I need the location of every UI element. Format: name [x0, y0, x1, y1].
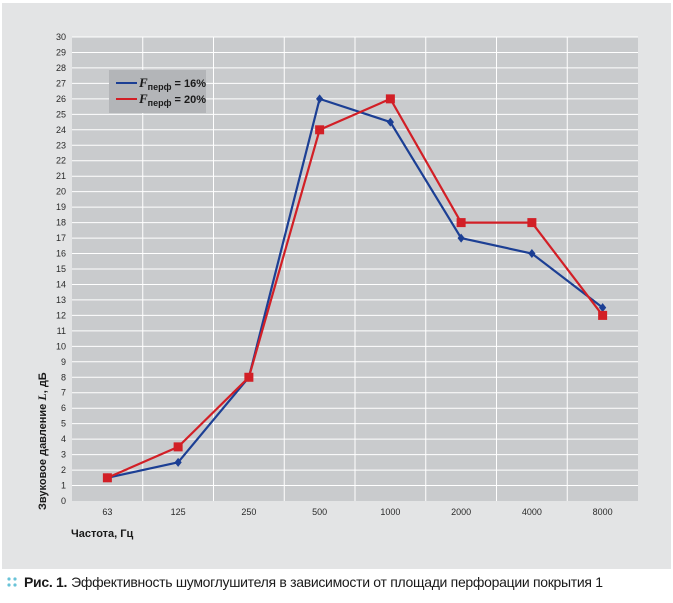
data-point-diamond — [316, 94, 324, 104]
x-tick-label: 125 — [171, 507, 186, 517]
y-tick-label: 16 — [56, 249, 66, 259]
y-tick-label: 24 — [56, 125, 66, 135]
y-tick-label: 15 — [56, 264, 66, 274]
y-tick-label: 18 — [56, 218, 66, 228]
y-tick-label: 14 — [56, 279, 66, 289]
x-tick-label: 4000 — [522, 507, 542, 517]
y-tick-label: 2 — [61, 465, 66, 475]
data-point-square — [244, 372, 254, 382]
x-tick-label: 63 — [102, 507, 112, 517]
y-tick-label: 22 — [56, 156, 66, 166]
series-line — [106, 97, 604, 479]
y-tick-label: 28 — [56, 63, 66, 73]
y-axis-title: Звуковое давление L, дБ — [35, 372, 49, 510]
legend: Fперф = 16% Fперф = 20% — [109, 70, 206, 113]
x-tick-label: 250 — [241, 507, 256, 517]
y-tick-label: 7 — [61, 388, 66, 398]
y-tick-label: 0 — [61, 496, 66, 506]
x-tick-label: 500 — [312, 507, 327, 517]
chart: 0123456789101112131415161718192021222324… — [35, 32, 638, 540]
y-tick-label: 26 — [56, 94, 66, 104]
x-tick-label: 8000 — [593, 507, 613, 517]
y-tick-label: 21 — [56, 171, 66, 181]
series-2 — [102, 94, 608, 483]
x-axis-title: Частота, Гц — [71, 528, 134, 540]
x-tick-label: 1000 — [380, 507, 400, 517]
y-tick-label: 10 — [56, 341, 66, 351]
y-tick-label: 20 — [56, 187, 66, 197]
y-tick-label: 4 — [61, 434, 66, 444]
y-tick-label: 5 — [61, 419, 66, 429]
data-point-square — [102, 473, 112, 483]
caption-text: Эффективность шумоглушителя в зависимост… — [71, 574, 603, 590]
legend-label-series-1: Fперф = 16% — [138, 75, 206, 92]
y-tick-label: 12 — [56, 310, 66, 320]
y-tick-label: 1 — [61, 481, 66, 491]
y-tick-label: 25 — [56, 109, 66, 119]
y-tick-label: 11 — [57, 326, 66, 336]
x-tick-label: 2000 — [451, 507, 471, 517]
caption-dots-icon — [7, 577, 17, 587]
x-tick-labels: 63 125 250 500 1000 2000 4000 8000 — [102, 507, 612, 517]
y-tick-label: 17 — [56, 233, 66, 243]
data-point-square — [173, 442, 183, 452]
data-point-square — [598, 310, 608, 320]
data-point-square — [527, 218, 537, 228]
figure-caption: Рис. 1. Эффективность шумоглушителя в зав… — [6, 574, 670, 596]
data-point-square — [456, 218, 466, 228]
y-tick-label: 3 — [61, 450, 66, 460]
data-point-diamond — [528, 249, 536, 259]
data-point-diamond — [174, 457, 182, 467]
series-layer — [102, 94, 608, 483]
y-tick-label: 19 — [56, 202, 66, 212]
legend-label-series-2: Fперф = 20% — [138, 91, 206, 108]
data-point-square — [385, 94, 395, 104]
data-point-diamond — [599, 303, 607, 313]
series-line — [107, 97, 604, 479]
y-tick-label: 13 — [56, 295, 66, 305]
caption-number: Рис. 1. — [24, 574, 68, 590]
data-point-diamond — [386, 117, 394, 127]
y-tick-label: 30 — [56, 32, 66, 42]
y-tick-label: 29 — [56, 47, 66, 57]
legend-box — [109, 70, 206, 113]
y-tick-label: 6 — [61, 403, 66, 413]
data-point-diamond — [457, 233, 465, 243]
y-tick-label: 27 — [56, 78, 66, 88]
y-tick-label: 8 — [61, 372, 66, 382]
y-tick-label: 9 — [61, 357, 66, 367]
y-tick-labels: 0123456789101112131415161718192021222324… — [56, 32, 66, 506]
data-point-square — [315, 125, 325, 135]
y-tick-label: 23 — [56, 140, 66, 150]
